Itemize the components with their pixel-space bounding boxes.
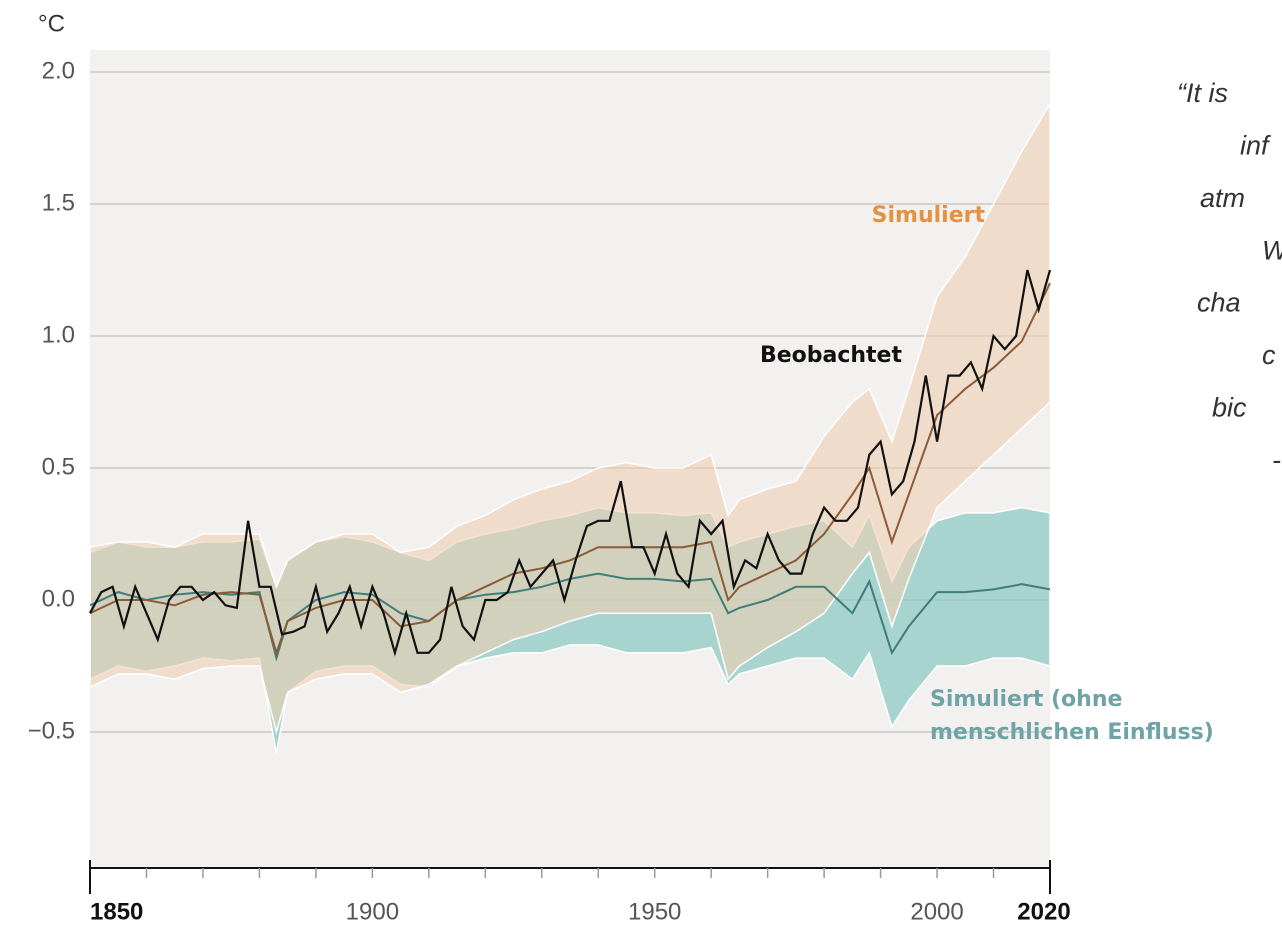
uncertainty-band — [89, 100, 1051, 735]
x-tick-label: 2000 — [910, 898, 963, 925]
series-label: menschlichen Einfluss) — [930, 720, 1214, 745]
series-line — [89, 282, 1051, 657]
quote-line: inf — [1240, 131, 1271, 161]
quote-line: “It is — [1177, 78, 1228, 108]
quote-line: cha — [1197, 288, 1241, 318]
y-tick-label: 0.5 — [42, 453, 75, 480]
quote-line: W — [1262, 235, 1282, 265]
series-label: Beobachtet — [760, 343, 903, 368]
y-tick-label: −0.5 — [28, 717, 75, 744]
unit-label: °C — [38, 10, 65, 37]
y-tick-label: 0.0 — [42, 585, 75, 612]
y-tick-label: 1.0 — [42, 321, 75, 348]
series-label: Simuliert (ohne — [930, 687, 1122, 712]
y-tick-label: 2.0 — [42, 57, 75, 84]
quote-line: bic — [1212, 393, 1247, 423]
series-line — [89, 269, 1052, 657]
quote-line: c — [1262, 340, 1276, 370]
quote-line: - — [1272, 445, 1281, 475]
x-tick-label: 1850 — [90, 898, 143, 925]
quote-line: atm — [1200, 183, 1245, 213]
x-tick-label: 1950 — [628, 898, 681, 925]
x-tick-label: 1900 — [346, 898, 399, 925]
y-tick-label: 1.5 — [42, 189, 75, 216]
x-tick-label: 2020 — [1017, 898, 1070, 925]
series-label: Simuliert — [872, 203, 986, 228]
